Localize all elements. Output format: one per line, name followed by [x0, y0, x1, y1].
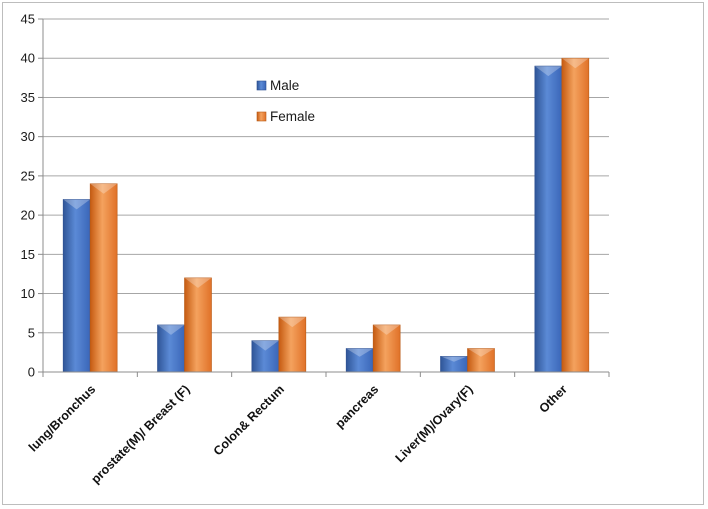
y-tick-label: 20: [21, 208, 35, 223]
y-tick-label: 40: [21, 51, 35, 66]
bar-bevel: [184, 277, 212, 288]
legend-swatch-male: [256, 80, 267, 91]
bar-male: [251, 340, 280, 373]
y-axis: 0 5 10 15 20 25 30 35 40 45: [21, 12, 44, 380]
x-category-label: Other: [536, 382, 570, 416]
bar-bevel: [534, 66, 562, 77]
bar-bevel: [90, 183, 118, 194]
bar-bevel: [278, 317, 306, 328]
y-tick-label: 45: [21, 12, 35, 27]
bar-bevel: [251, 340, 279, 351]
legend-label-female: Female: [270, 109, 315, 124]
gridlines: [43, 18, 609, 373]
x-category-label: lung/Bronchus: [26, 382, 98, 454]
bar-bevel: [346, 348, 374, 357]
bar-male: [534, 65, 563, 373]
bar-bevel: [561, 58, 589, 69]
bar-bevel: [373, 324, 401, 335]
legend-swatch-female: [256, 111, 267, 122]
y-tick-label: 15: [21, 247, 35, 262]
x-category-label: Colon& Rectum: [211, 382, 287, 458]
bar-female: [372, 324, 401, 373]
bar-female: [561, 57, 590, 373]
y-tick-label: 30: [21, 129, 35, 144]
x-category-label: pancreas: [333, 382, 382, 431]
bar-female: [89, 183, 118, 373]
legend-label-male: Male: [270, 78, 299, 93]
y-tick-label: 35: [21, 90, 35, 105]
y-tick-label: 10: [21, 286, 35, 301]
legend: Male Female: [256, 78, 315, 124]
x-category-label: Liver(M)/Ovary(F): [393, 382, 476, 465]
bar-male: [62, 199, 91, 373]
bar-bevel: [467, 348, 495, 357]
bar-bevel: [440, 356, 468, 362]
x-category-label: prostate(M)/ Breast (F): [88, 382, 192, 486]
bar-male: [157, 324, 185, 373]
bar-bevel: [157, 324, 185, 335]
bars: [62, 57, 590, 373]
y-tick-label: 0: [28, 365, 35, 380]
y-tick-label: 25: [21, 168, 35, 183]
y-tick-label: 5: [28, 325, 35, 340]
bar-female: [184, 277, 212, 373]
bar-bevel: [63, 199, 91, 210]
